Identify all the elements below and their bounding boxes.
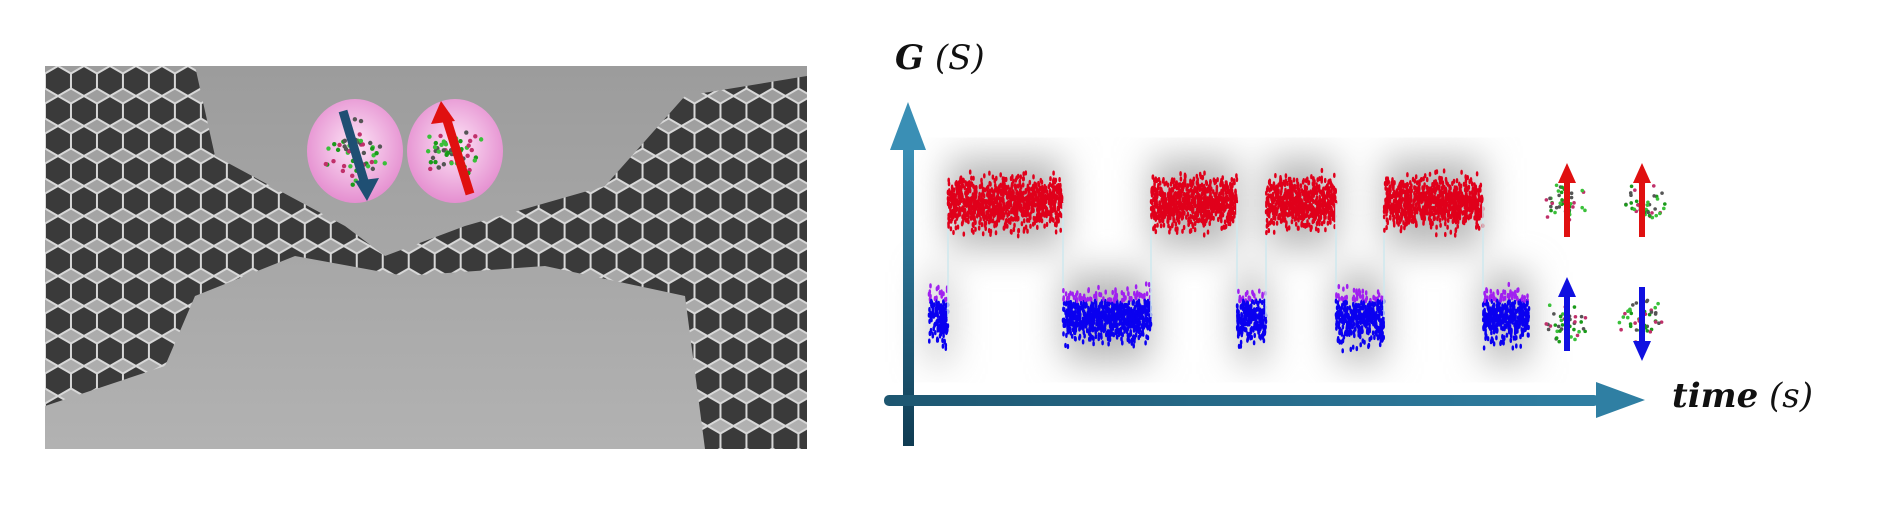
x-axis (884, 395, 1599, 406)
y-axis-arrow-icon (890, 102, 926, 150)
signal-segment-high (1382, 168, 1485, 317)
signal-segment-low (927, 283, 950, 351)
spin-arrow-down-icon (338, 109, 372, 193)
spin-arrow-up-icon (440, 112, 475, 196)
y-axis-label: G (S) (895, 38, 985, 78)
signal-segment-low (1235, 203, 1268, 349)
signal-segment-high (1149, 170, 1239, 317)
spin-molecule-up-icon (1544, 163, 1587, 237)
x-axis-arrow-icon (1596, 382, 1645, 418)
spin-molecule-up-icon (1544, 277, 1588, 351)
spin-molecule-up-icon (1624, 163, 1667, 237)
graphene-ribbon (45, 66, 807, 449)
x-axis-label: time (s) (1672, 376, 1814, 416)
signal-segment-low (1334, 203, 1386, 354)
signal-segment-low (1481, 203, 1531, 351)
signal-segment-low (1061, 203, 1153, 350)
y-axis (903, 150, 914, 446)
signal-segment-high (1264, 167, 1338, 317)
signal-segment-high (946, 169, 1064, 317)
graphene-junction-micrograph (45, 66, 807, 449)
spin-molecule-down-icon (1617, 287, 1664, 361)
